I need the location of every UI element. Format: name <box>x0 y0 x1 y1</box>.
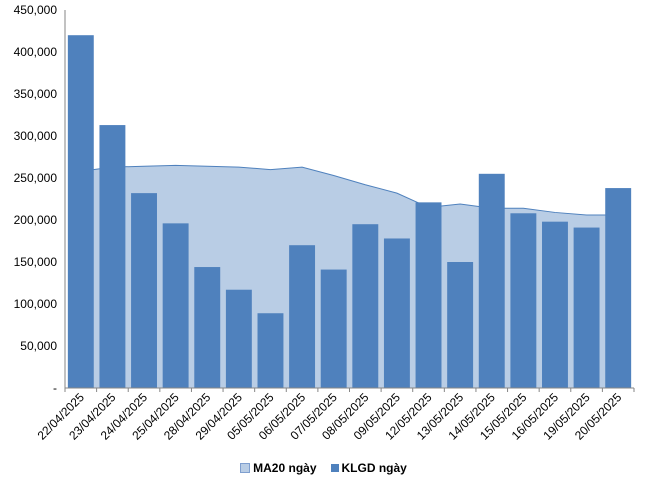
y-tick-label: 100,000 <box>14 297 58 311</box>
x-tick-labels: 22/04/202523/04/202524/04/202525/04/2025… <box>35 390 625 443</box>
y-tick-label: - <box>53 381 57 395</box>
y-tick-label: 50,000 <box>20 339 57 353</box>
bar-05/05/2025 <box>257 313 284 388</box>
bar-14/05/2025 <box>478 173 505 388</box>
chart: - 50,000 100,000 150,000 200,000 250,000 300,0… <box>14 3 635 443</box>
bar-layer <box>67 35 632 388</box>
y-tick-label: 200,000 <box>14 213 58 227</box>
bar-25/04/2025 <box>162 223 189 388</box>
axis-layer <box>64 10 635 392</box>
y-tick-label: 400,000 <box>14 45 58 59</box>
bar-23/04/2025 <box>99 125 126 388</box>
bar-20/05/2025 <box>605 188 632 388</box>
legend-item-klgd: KLGD ngày <box>330 461 407 475</box>
bar-13/05/2025 <box>447 262 474 388</box>
y-tick-label: 300,000 <box>14 129 58 143</box>
legend-label-klgd: KLGD ngày <box>341 461 407 475</box>
legend-swatch-ma20 <box>240 463 251 473</box>
ma20-area-layer <box>80 164 619 388</box>
legend-swatch-klgd <box>330 464 339 472</box>
ma20-line <box>80 164 619 216</box>
bar-22/04/2025 <box>67 35 94 388</box>
y-tick-label: 150,000 <box>14 255 58 269</box>
bar-09/05/2025 <box>383 238 410 388</box>
bar-06/05/2025 <box>289 245 316 388</box>
bar-16/05/2025 <box>542 221 568 388</box>
ma20-area <box>80 165 619 388</box>
y-tick-labels: - 50,000 100,000 150,000 200,000 250,000 300,0… <box>14 3 58 395</box>
bar-29/04/2025 <box>225 289 252 388</box>
legend: MA20 ngày KLGD ngày <box>0 459 647 477</box>
legend-item-ma20: MA20 ngày <box>240 461 317 475</box>
bar-08/05/2025 <box>352 224 379 388</box>
y-tick-label: 250,000 <box>14 171 58 185</box>
legend-label-ma20: MA20 ngày <box>253 461 317 475</box>
bar-07/05/2025 <box>320 269 347 388</box>
bar-19/05/2025 <box>573 227 600 388</box>
bar-12/05/2025 <box>415 202 442 388</box>
y-tick-label: 450,000 <box>14 3 58 17</box>
bar-28/04/2025 <box>194 267 221 388</box>
y-tick-label: 350,000 <box>14 87 58 101</box>
bar-15/05/2025 <box>510 213 537 388</box>
bar-24/04/2025 <box>131 193 157 388</box>
